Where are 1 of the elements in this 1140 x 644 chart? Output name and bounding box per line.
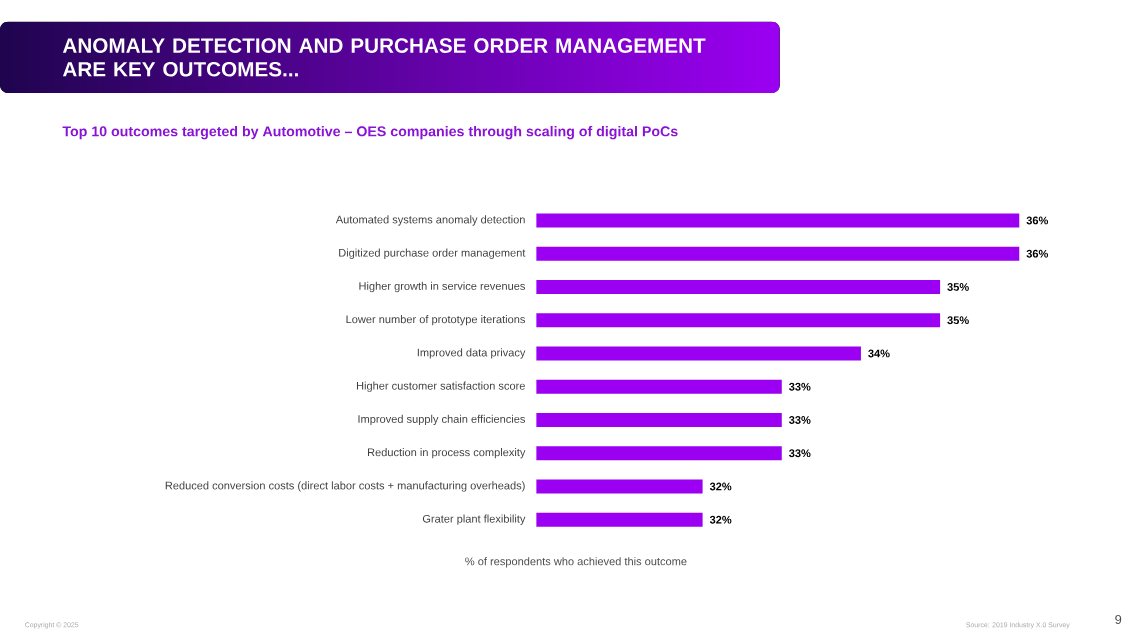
chart-title: ANOMALY DETECTION AND PURCHASE ORDER MANAGEMENT ARE KEY OUTCOMES... (62, 38, 706, 77)
